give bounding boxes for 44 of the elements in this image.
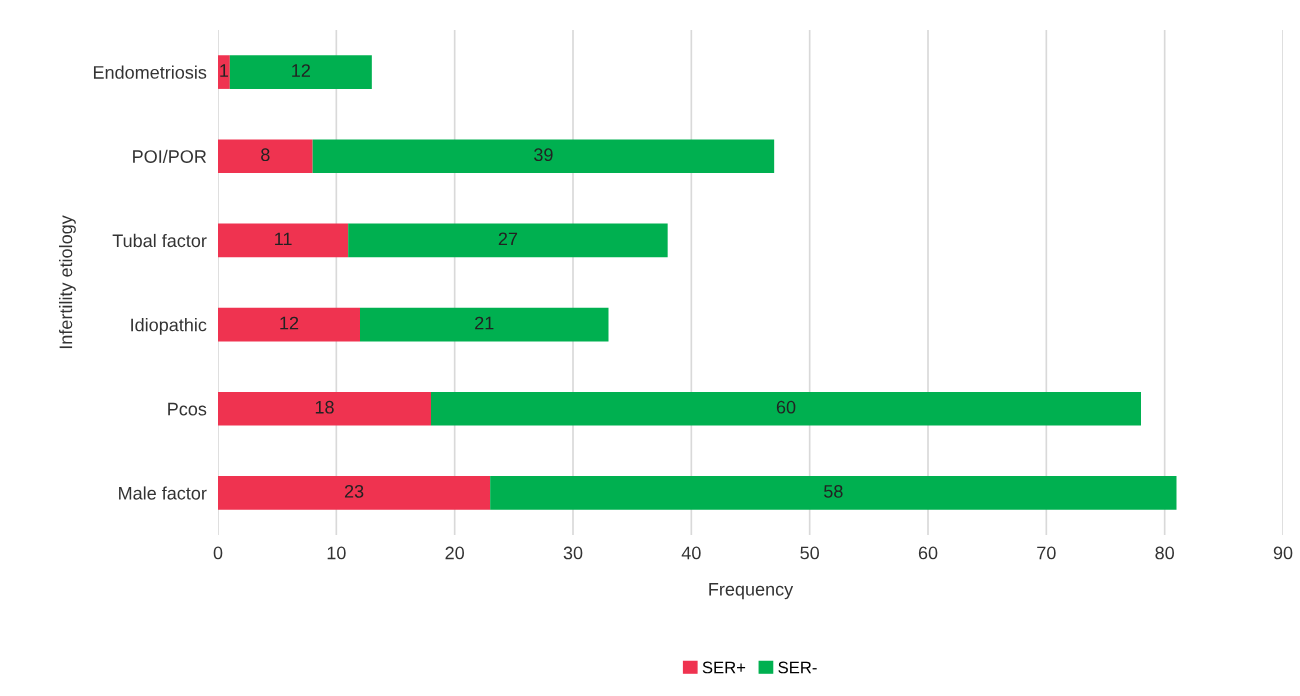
bar: [218, 55, 230, 89]
bar: [229, 55, 372, 89]
y-tick-label: Endometriosis: [93, 65, 207, 79]
legend-label: SER-: [778, 661, 817, 674]
bar: [360, 307, 609, 342]
x-tick-label: 90: [1273, 546, 1293, 560]
data-label: 1: [220, 64, 229, 77]
data-label: 8: [261, 148, 270, 162]
y-axis-title: Infertility etiology: [59, 215, 76, 349]
bar: [490, 476, 1177, 510]
data-label: 18: [315, 400, 334, 414]
x-tick-label: 80: [1155, 546, 1174, 560]
x-tick-label: 30: [563, 546, 583, 560]
x-tick-label: 40: [681, 546, 701, 560]
bar: [218, 391, 431, 426]
data-label: 23: [344, 484, 364, 498]
y-tick-label: POI/POR: [133, 149, 207, 163]
y-tick-label: Male factor: [119, 486, 207, 500]
bar: [348, 223, 668, 258]
bar: [431, 391, 1141, 426]
bar: [218, 139, 313, 174]
x-tick-label: 50: [800, 546, 819, 560]
x-tick-label: 20: [445, 546, 464, 560]
bar: [218, 307, 360, 342]
x-tick-label: 70: [1037, 546, 1056, 560]
data-label: 27: [498, 232, 518, 246]
bar: [312, 139, 775, 174]
x-tick-label: 60: [918, 546, 938, 560]
bar: [218, 223, 349, 258]
data-label: 12: [292, 64, 310, 77]
y-tick-label: Pcos: [168, 402, 207, 416]
x-axis-title: Frequency: [709, 583, 794, 600]
data-label: 11: [275, 232, 292, 246]
legend-label: SER+: [702, 661, 746, 674]
x-tick-label: 0: [213, 546, 223, 560]
data-label: 21: [475, 316, 494, 330]
data-label: 12: [280, 316, 299, 330]
data-label: 60: [776, 400, 796, 414]
data-label: 58: [824, 484, 843, 498]
x-tick-label: 10: [327, 546, 346, 560]
y-tick-label: Idiopathic: [131, 318, 207, 335]
data-label: 39: [534, 148, 553, 162]
y-tick-label: Tubal factor: [112, 233, 207, 248]
bar: [218, 476, 491, 510]
